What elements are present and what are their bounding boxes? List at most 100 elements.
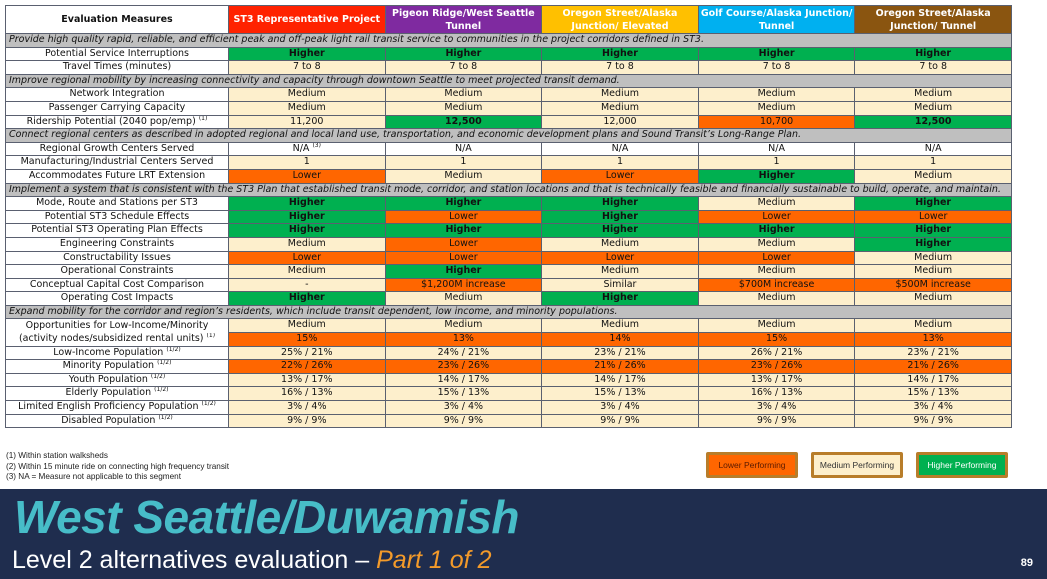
rating-cell: Higher [697,223,856,238]
rating-cell: 3% / 4% [697,400,856,415]
rating-value: 26% / 21% [750,346,803,358]
rating-cell: Higher [228,196,386,211]
table-row: Network Integration Medium Medium Medium Med… [5,87,1012,102]
measure-label-text: Youth Population [68,373,148,385]
table-body: Provide high quality rapid, reliable, an… [5,33,1012,429]
rating-value: Medium [757,265,796,277]
rating-cell: 9% / 9% [384,413,543,429]
rating-value: 16% / 13% [750,387,803,399]
rating-value: Medium [600,88,639,100]
rating-value: Higher [445,197,482,209]
rating-cell: Lower [228,250,386,266]
rating-cell: Lower [541,168,699,184]
measure-label: Opportunities for Low-Income/Minority [5,318,229,333]
table-row: (activity nodes/subsidized rental units)… [5,332,1012,347]
rating-cell: Medium [384,168,543,184]
rating-value: Medium [287,88,326,100]
measure-label: Constructability Issues [5,250,229,266]
rating-cell: Medium [697,318,856,334]
rating-value: 12,500 [914,115,952,127]
rating-value: 7 to 8 [762,61,791,73]
rating-cell: Medium [384,318,543,334]
rating-cell: 14% [541,332,699,347]
section-row: Implement a system that is consistent wi… [5,182,1012,198]
rating-value: 3% / 4% [287,401,327,413]
rating-cell: Lower [384,236,543,252]
footnote: (1) Within station walksheds [6,451,108,460]
rating-cell: Medium [541,87,699,102]
rating-value: Higher [602,210,638,222]
rating-value: Higher [915,224,952,236]
section-heading: Implement a system that is consistent wi… [5,182,1012,198]
footnote-ref: (1/2) [150,373,166,380]
rating-value: Lower [449,251,478,263]
rating-cell: Higher [541,196,699,211]
header-alternative: Golf Course/Alaska Junction/ Tunnel [697,5,856,34]
rating-cell: Medium [384,291,543,306]
rating-cell: Medium [697,100,856,116]
rating-value: Medium [914,319,953,331]
footnote-ref: (1/2) [201,400,216,408]
rating-value: 23% / 21% [907,346,959,358]
table-row: Potential ST3 Operating Plan Effects High… [5,223,1012,238]
rating-cell: Medium [228,100,386,116]
footnotes: (1) Within station walksheds (2) Within … [6,451,229,483]
rating-cell: 12,500 [384,114,543,130]
measure-label-text: Elderly Population [65,387,152,399]
rating-cell: Higher [228,209,386,225]
rating-value: Medium [444,101,483,113]
measure-label: Elderly Population (1/2) [5,386,229,402]
rating-cell: 3% / 4% [541,400,699,415]
measure-label-text: Engineering Constraints [59,237,175,249]
measure-label: Disabled Population (1/2) [5,413,229,429]
rating-value: 10,700 [759,115,794,127]
measure-label: Engineering Constraints [5,236,229,252]
rating-cell: 21% / 26% [541,359,699,374]
table-row: Passenger Carrying Capacity Medium Medium M… [5,100,1012,116]
rating-value: 12,500 [445,115,482,127]
rating-value: Medium [287,319,326,331]
table-row: Low-Income Population (1/2) 25% / 21% 24% … [5,345,1012,361]
table-header-row: Evaluation Measures ST3 Representative P… [5,5,1012,34]
table-row: Ridership Potential (2040 pop/emp) (1) 11… [5,114,1012,130]
rating-value: 25% / 21% [281,346,333,358]
rating-value: 14% / 17% [907,373,959,385]
rating-value: Lower [292,251,322,263]
rating-cell: Medium [541,236,699,252]
evaluation-table: Evaluation Measures ST3 Representative P… [5,5,1012,429]
rating-value: Medium [914,292,953,304]
measure-label-text: Accommodates Future LRT Extension [28,169,206,181]
rating-cell: Higher [697,46,856,62]
rating-cell: Medium [384,100,543,116]
rating-value: Lower [292,169,322,181]
rating-cell: Similar [541,277,699,293]
rating-value: 1 [303,156,310,168]
section-row: Expand mobility for the corridor and reg… [5,304,1012,320]
rating-value: Higher [445,47,482,59]
rating-cell: 7 to 8 [541,60,699,75]
measure-label: Potential ST3 Schedule Effects [5,209,229,225]
section-row: Improve regional mobility by increasing … [5,73,1012,89]
rating-cell: Medium [541,100,699,116]
rating-cell: Lower [854,209,1012,225]
measure-label: Operational Constraints [5,264,229,279]
rating-cell: Higher [541,209,699,225]
rating-cell: N/A [541,141,699,157]
rating-cell: Higher [854,46,1012,62]
rating-value: N/A [768,142,785,154]
rating-value: Higher [602,47,638,59]
rating-value: 24% / 21% [437,346,490,358]
table-row: Conceptual Capital Cost Comparison - $1,20… [5,277,1012,293]
rating-cell: N/A [697,141,856,157]
rating-value: Higher [758,169,795,181]
rating-cell: 9% / 9% [228,413,386,429]
rating-cell: Medium [228,236,386,252]
rating-value: Medium [600,319,639,331]
rating-value: Medium [444,292,483,304]
measure-label-text: Network Integration [69,88,165,100]
rating-cell: - [228,277,386,293]
rating-value: 23% / 26% [750,360,803,372]
rating-value: Medium [914,101,953,113]
rating-value: Medium [600,265,639,277]
table-row: Manufacturing/Industrial Centers Served 1… [5,155,1012,170]
